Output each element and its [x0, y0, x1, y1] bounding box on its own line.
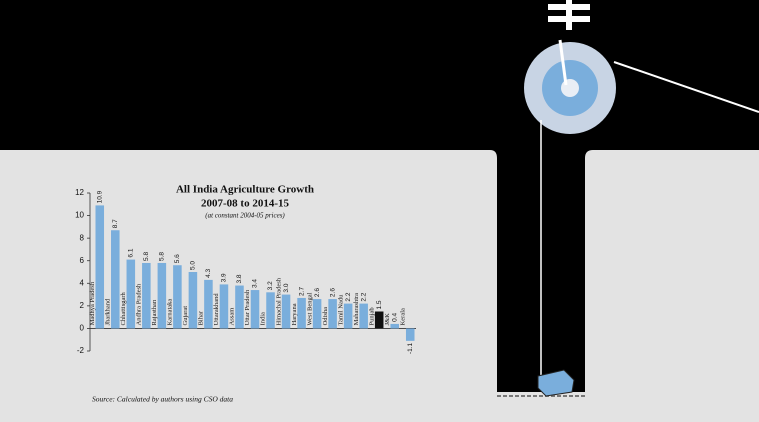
bar	[250, 290, 260, 329]
pulley-axle	[561, 79, 579, 97]
bar	[374, 311, 384, 329]
chart-note: (at constant 2004-05 prices)	[205, 212, 285, 220]
x-tick-label: J&K	[384, 313, 391, 326]
data-label: 4.3	[205, 268, 212, 277]
data-label: 2.2	[345, 292, 352, 301]
chart-title: All India Agriculture Growth	[176, 184, 314, 196]
x-tick-label: Tamil Nadu	[337, 294, 344, 326]
data-label: 3.0	[283, 283, 290, 292]
x-tick-label: Chhattisgarh	[120, 291, 127, 325]
bar	[266, 292, 275, 329]
y-tick-label: 12	[75, 188, 84, 197]
bar	[405, 328, 415, 341]
bar	[173, 265, 182, 329]
data-label: -1.1	[407, 342, 414, 354]
x-tick-label: Himachal Pradesh	[275, 277, 282, 325]
x-tick-label: Karnataka	[167, 299, 174, 326]
data-label: 10.9	[96, 190, 103, 203]
y-tick-label: 6	[80, 256, 85, 265]
bar	[281, 294, 291, 329]
x-tick-label: Madhya Pradesh	[89, 281, 96, 325]
x-tick-label: India	[260, 312, 267, 325]
bar	[188, 272, 198, 329]
bar	[328, 299, 337, 329]
y-tick-label: 0	[80, 324, 85, 333]
data-label: 2.7	[298, 287, 305, 296]
bar	[343, 303, 353, 329]
x-tick-label: Jharkhand	[105, 298, 112, 325]
bar	[219, 284, 229, 329]
chart: All India Agriculture Growth 2007-08 to …	[75, 184, 416, 404]
data-label: 5.6	[174, 254, 181, 263]
data-label: 2.6	[329, 288, 336, 297]
y-tick-label: 2	[80, 301, 85, 310]
bar	[126, 259, 136, 329]
paper-panel	[0, 150, 759, 422]
x-tick-label: Punjab	[368, 307, 375, 325]
x-tick-label: Gujarat	[182, 306, 189, 326]
data-label: 5.8	[143, 252, 150, 261]
data-label: 5.0	[190, 261, 197, 270]
y-tick-label: -2	[77, 346, 85, 355]
x-tick-label: West Bengal	[306, 292, 313, 325]
hanger-rod	[566, 0, 572, 30]
data-label: 3.9	[221, 273, 228, 282]
chart-subtitle: 2007-08 to 2014-15	[201, 198, 289, 210]
bar	[142, 262, 151, 329]
x-tick-label: Kerala	[399, 308, 406, 325]
bucket	[537, 369, 575, 397]
data-label: 3.2	[267, 281, 274, 290]
x-tick-label: Haryana	[291, 303, 298, 325]
bar	[111, 230, 120, 329]
y-tick-label: 8	[80, 233, 85, 242]
x-tick-label: Uttarakhand	[213, 293, 220, 326]
x-tick-label: Rajasthan	[151, 299, 158, 325]
y-tick-label: 10	[75, 211, 84, 220]
data-label: 1.5	[376, 300, 383, 309]
data-label: 6.1	[128, 248, 135, 257]
rope	[613, 61, 759, 113]
bar	[235, 285, 244, 329]
x-tick-label: Odisha	[322, 307, 329, 326]
pulley-arm	[558, 39, 568, 86]
bar	[359, 303, 368, 329]
data-label: 8.7	[112, 219, 119, 228]
data-label: 5.8	[159, 252, 166, 261]
x-tick-label: Bihar	[198, 310, 205, 325]
data-label: 0.4	[391, 312, 398, 321]
data-label: 2.2	[360, 292, 367, 301]
y-tick-label: 4	[80, 278, 85, 287]
bar	[204, 279, 213, 329]
bar	[157, 262, 167, 329]
data-label: 2.6	[314, 288, 321, 297]
x-tick-label: Maharashtra	[353, 293, 360, 326]
data-label: 3.8	[236, 274, 243, 283]
bar	[312, 299, 322, 329]
data-label: 3.4	[252, 279, 259, 288]
chart-source: Source: Calculated by authors using CSO …	[92, 395, 233, 404]
bar	[95, 205, 105, 329]
bar	[390, 323, 399, 329]
x-tick-label: Assam	[229, 308, 236, 326]
bar	[297, 297, 306, 329]
x-tick-label: Uttar Pradesh	[244, 289, 251, 325]
x-tick-label: Andhra Pradesh	[136, 283, 143, 325]
